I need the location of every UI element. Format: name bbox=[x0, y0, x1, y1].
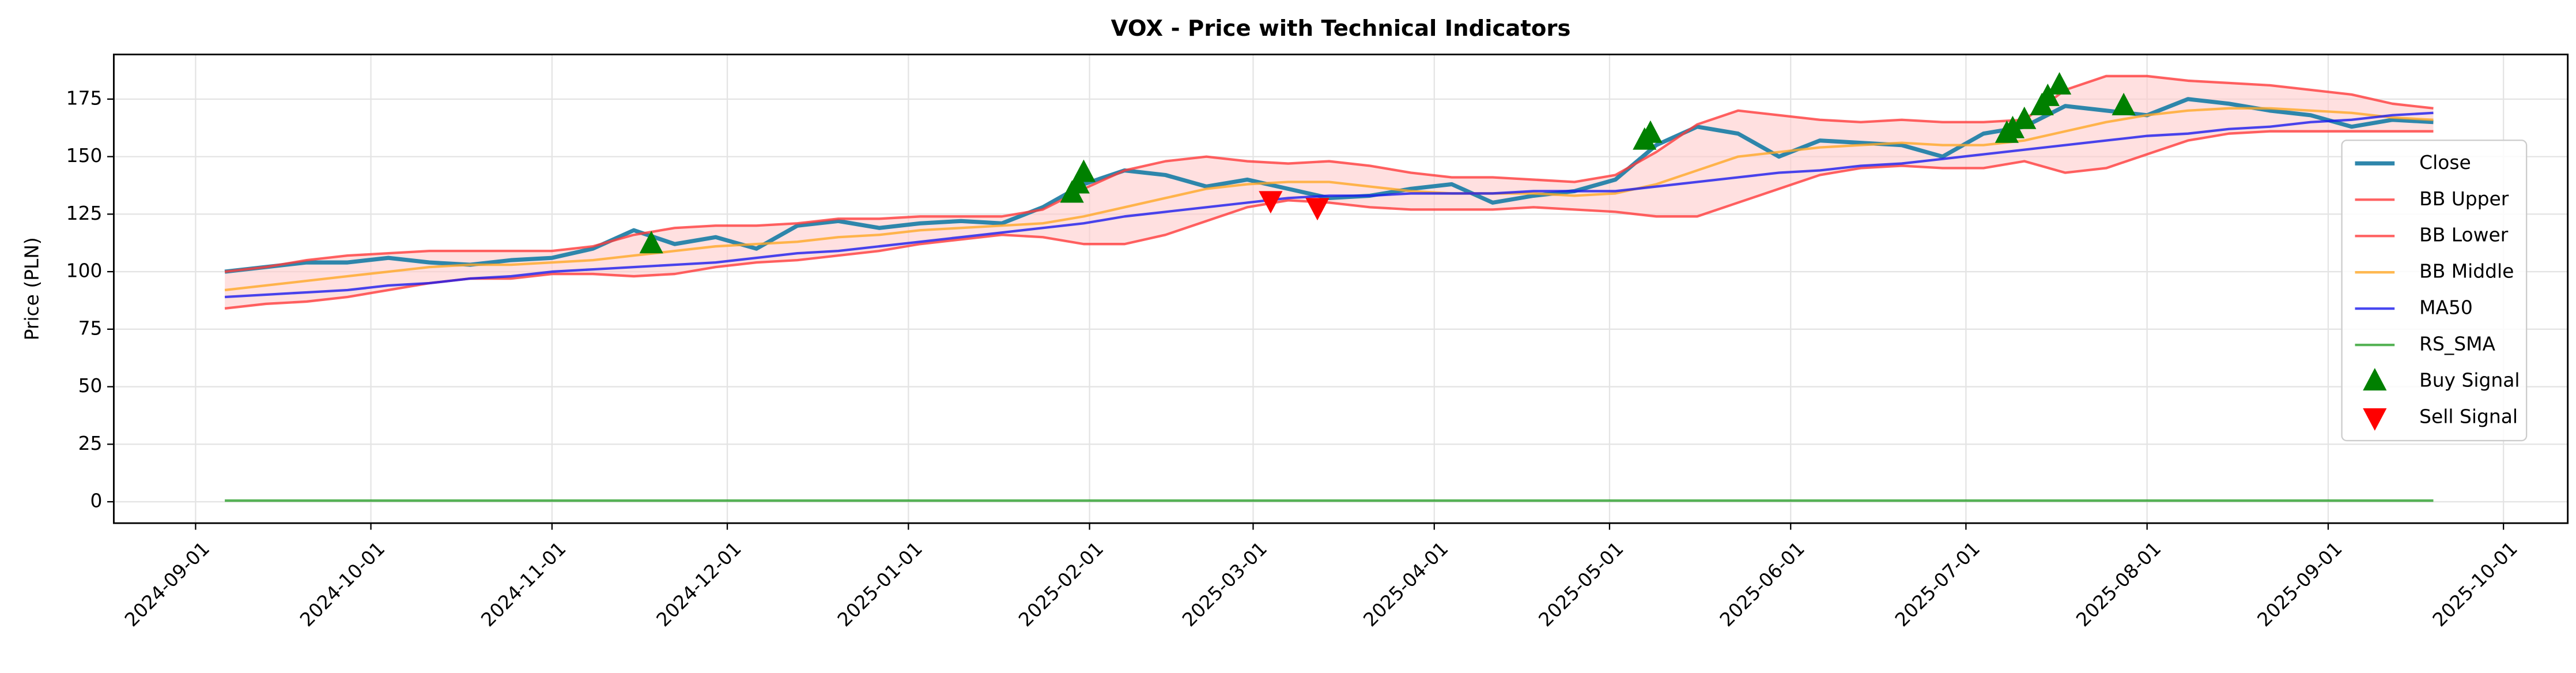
y-tick-label: 0 bbox=[90, 490, 103, 512]
series-line bbox=[224, 130, 2434, 310]
signal-marker bbox=[1638, 120, 1663, 143]
y-tick-label: 125 bbox=[66, 202, 103, 224]
signal-marker bbox=[2112, 92, 2136, 115]
x-tick-label: 2025-06-01 bbox=[1715, 537, 1809, 631]
y-tick-label: 50 bbox=[78, 374, 103, 397]
x-tick-label: 2025-05-01 bbox=[1534, 537, 1628, 631]
legend-label: BB Middle bbox=[2419, 260, 2514, 283]
signal-marker bbox=[1305, 198, 1329, 221]
legend-label: Close bbox=[2419, 151, 2471, 174]
signal-marker bbox=[1071, 159, 1096, 182]
x-tick-label: 2025-09-01 bbox=[2253, 537, 2347, 631]
chart-title: VOX - Price with Technical Indicators bbox=[1111, 16, 1571, 42]
x-tick-label: 2024-12-01 bbox=[652, 537, 746, 631]
signal-marker bbox=[639, 231, 663, 254]
x-tick-label: 2025-04-01 bbox=[1359, 537, 1453, 631]
x-tick-label: 2025-08-01 bbox=[2072, 537, 2166, 631]
signal-marker bbox=[2012, 106, 2037, 129]
y-axis-label: Price (PLN) bbox=[21, 237, 43, 340]
x-tick-label: 2025-02-01 bbox=[1014, 537, 1108, 631]
y-tick-label: 175 bbox=[66, 87, 103, 109]
legend-label: BB Lower bbox=[2419, 224, 2509, 246]
y-tick-label: 100 bbox=[66, 260, 103, 282]
series-line bbox=[224, 107, 2434, 292]
x-tick-label: 2025-10-01 bbox=[2428, 537, 2522, 631]
legend-marker bbox=[2363, 368, 2387, 391]
x-tick-label: 2025-01-01 bbox=[833, 537, 927, 631]
band-fill bbox=[225, 76, 2434, 309]
plot-frame bbox=[113, 54, 2569, 524]
signal-marker bbox=[2035, 83, 2060, 106]
signal-marker bbox=[1066, 171, 1090, 194]
series-line bbox=[224, 111, 2434, 299]
x-tick-label: 2025-07-01 bbox=[1890, 537, 1984, 631]
x-tick-label: 2024-11-01 bbox=[477, 537, 571, 631]
y-tick-label: 150 bbox=[66, 144, 103, 167]
legend-box bbox=[2341, 140, 2528, 442]
y-tick-label: 25 bbox=[78, 432, 103, 454]
x-tick-label: 2024-09-01 bbox=[120, 537, 214, 631]
x-tick-label: 2025-03-01 bbox=[1178, 537, 1272, 631]
x-tick-label: 2024-10-01 bbox=[296, 537, 390, 631]
legend-marker bbox=[2363, 408, 2387, 431]
legend-label: Buy Signal bbox=[2419, 369, 2520, 392]
signal-marker bbox=[2000, 115, 2025, 138]
legend-label: BB Upper bbox=[2419, 187, 2509, 210]
legend-label: Sell Signal bbox=[2419, 405, 2518, 428]
signal-marker bbox=[2048, 72, 2072, 95]
signal-marker bbox=[1259, 191, 1283, 214]
legend-label: MA50 bbox=[2419, 296, 2473, 319]
y-tick-label: 75 bbox=[78, 317, 103, 339]
legend-label: RS_SMA bbox=[2419, 333, 2495, 355]
